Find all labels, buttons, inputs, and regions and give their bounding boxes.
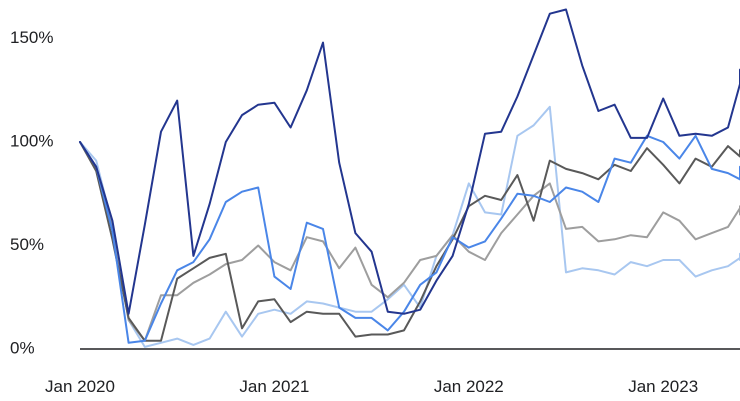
x-tick-label: Jan 2023: [628, 377, 698, 396]
series-lines: [79, 8, 740, 348]
y-tick-label: 0%: [10, 338, 35, 357]
y-tick-label: 50%: [10, 235, 44, 254]
y-tick-label: 150%: [10, 28, 53, 47]
x-tick-label: Jan 2021: [239, 377, 309, 396]
series-line-1: [79, 8, 740, 315]
series-line-5: [79, 105, 740, 348]
x-tick-label: Jan 2022: [434, 377, 504, 396]
series-line-3: [79, 141, 740, 342]
x-tick-label: Jan 2020: [45, 377, 115, 396]
series-line-4: [79, 141, 740, 342]
y-tick-label: 100%: [10, 131, 53, 150]
y-axis-labels: 0% 50% 100% 150%: [10, 28, 53, 358]
x-axis-labels: Jan 2020 Jan 2021 Jan 2022 Jan 2023: [45, 377, 698, 396]
